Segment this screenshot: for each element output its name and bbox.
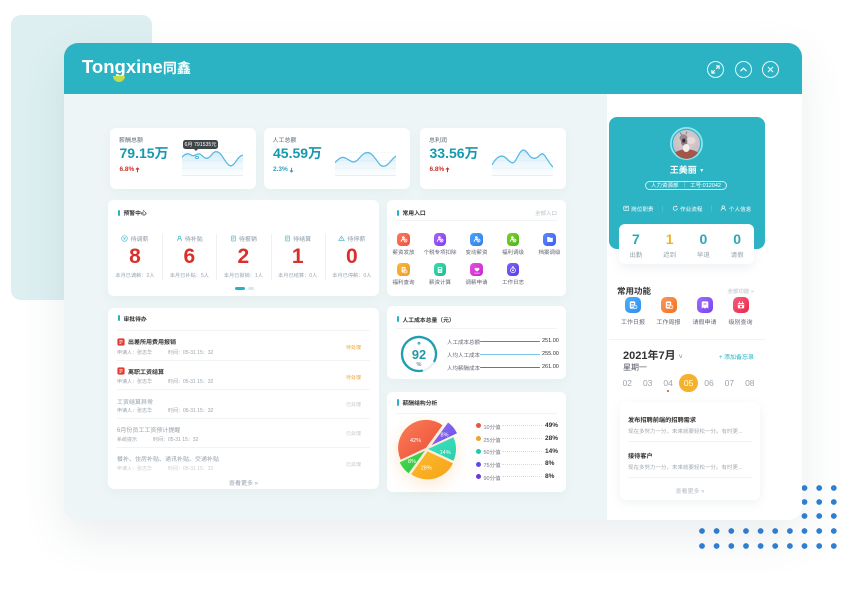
svg-text:8%: 8% <box>441 432 449 438</box>
svg-text:14%: 14% <box>440 450 451 456</box>
svg-text:28%: 28% <box>421 466 432 472</box>
svg-text:92: 92 <box>412 347 426 362</box>
svg-text:42%: 42% <box>410 438 421 444</box>
svg-text:8%: 8% <box>408 459 416 465</box>
svg-text:%: % <box>417 362 422 368</box>
